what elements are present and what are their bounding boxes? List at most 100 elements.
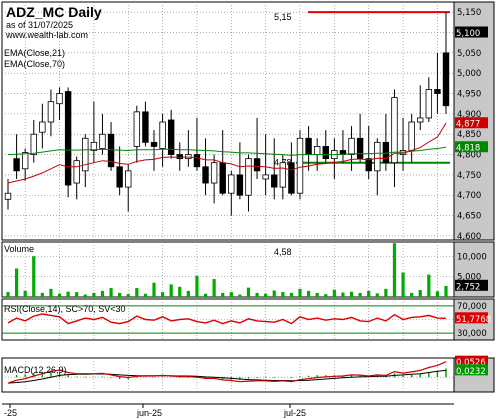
volume-bar — [40, 292, 44, 297]
macd-last-tag-bg — [455, 355, 488, 367]
price-tick-label: 5,000 — [457, 69, 481, 79]
ema-fast-label: EMA(Close,21) — [4, 48, 65, 58]
candle-down — [150, 141, 158, 147]
volume-bar — [367, 290, 371, 297]
volume-bar — [83, 294, 87, 297]
candle-down — [167, 119, 175, 155]
candle-up — [39, 121, 46, 133]
x-axis: -25 jun-25 jul-25 — [2, 393, 494, 419]
volume-bar — [315, 292, 319, 297]
volume-bar — [444, 286, 448, 297]
chart-title: ADZ_MC Daily — [6, 4, 102, 20]
price-tick-label: 5,150 — [457, 8, 481, 18]
price-tick-label: 4,700 — [457, 191, 481, 201]
candle-up — [90, 141, 98, 151]
macd-line — [7, 361, 447, 384]
candle-up — [21, 152, 29, 170]
volume-annotation: 4,58 — [274, 247, 292, 257]
ema-slow-label: EMA(Close,70) — [4, 59, 65, 69]
ema-fast-line — [7, 122, 447, 184]
rsi-last-tag-bg — [455, 312, 488, 324]
price-tick-label: 4,800 — [457, 151, 481, 161]
ema-slow-line — [7, 146, 447, 156]
price-tick-label: 5,050 — [457, 49, 481, 59]
volume-bar — [264, 293, 268, 297]
rsi-tick-label: 30,000 — [457, 329, 487, 339]
candle-up — [82, 137, 89, 172]
candle-down — [193, 154, 201, 168]
volume-bar — [410, 292, 414, 297]
candle-down — [142, 111, 149, 143]
candle-up — [133, 111, 141, 147]
signal-last-tag: 0,0232 — [456, 367, 486, 377]
price-tick-label: 4,850 — [457, 130, 481, 140]
candle-down — [365, 158, 372, 172]
volume-bar — [238, 294, 242, 297]
volume-bar — [135, 288, 139, 297]
volume-bar — [160, 292, 165, 297]
volume-bar — [49, 288, 53, 297]
rsi-label: RSI(Close,14), SC>70, SV<30 — [4, 304, 126, 314]
volume-bar — [358, 292, 362, 297]
ema-fast-tag-bg — [455, 117, 488, 129]
last-close-tag-bg — [455, 26, 488, 38]
candle-down — [322, 146, 329, 160]
volume-bar — [186, 290, 190, 297]
volume-bar — [418, 290, 422, 297]
volume-pane: 10,000 5,000 4,58 2,752 — [1, 241, 495, 298]
candle-down — [288, 162, 295, 194]
candle-up — [210, 162, 218, 184]
candle-up — [408, 121, 415, 151]
volume-tick-label: 5,000 — [457, 273, 481, 283]
volume-bar — [14, 268, 19, 297]
volume-last-tag: 2,752 — [456, 282, 480, 292]
candle-up — [417, 117, 424, 123]
x-tick-label: -25 — [4, 408, 17, 418]
candle-down — [356, 137, 364, 160]
volume-bar — [178, 286, 182, 297]
volume-last-tag-bg — [455, 279, 488, 291]
x-tick-label: jun-25 — [136, 408, 162, 418]
candle-down — [219, 162, 226, 194]
volume-bar — [401, 272, 405, 297]
candle-up — [159, 121, 166, 149]
volume-bar — [306, 290, 311, 297]
volume-bar — [246, 287, 251, 297]
rsi-last-tag: 51,7768 — [456, 315, 491, 325]
candle-up — [47, 101, 55, 123]
volume-label: Volume — [4, 244, 34, 254]
volume-bar — [298, 288, 302, 297]
volume-bar — [375, 293, 379, 297]
candle-up — [279, 162, 287, 188]
candle-down — [253, 158, 261, 172]
candle-up — [425, 89, 433, 119]
macd-frame — [1, 357, 495, 393]
volume-tick-label: 10,000 — [457, 252, 487, 262]
volume-bar — [109, 288, 113, 297]
volume-bar — [435, 291, 440, 297]
volume-bar — [203, 293, 208, 297]
candle-up — [228, 174, 235, 194]
volume-bar — [23, 290, 27, 297]
volume-bar — [384, 288, 388, 297]
volume-bar — [6, 292, 10, 297]
candle-up — [56, 93, 63, 105]
volume-bar — [118, 292, 122, 297]
as-of-date: as of 31/07/2025 — [6, 20, 73, 30]
price-pane: 5,150 5,100 5,050 5,000 4,950 4,900 4,850 4,800… — [1, 1, 495, 242]
candle-up — [262, 174, 269, 180]
candle-up — [73, 160, 80, 184]
x-axis-bg — [2, 393, 494, 419]
volume-bar — [57, 293, 62, 297]
candle-up — [99, 133, 106, 149]
candle-down — [271, 174, 278, 188]
candle-up — [374, 141, 381, 172]
candle-up — [296, 137, 304, 194]
volume-bar — [272, 290, 276, 297]
macd-label: MACD(12,26,9) — [4, 365, 67, 375]
volume-bar — [341, 292, 345, 297]
last-close-tag: 5,100 — [456, 29, 480, 39]
volume-bar — [169, 284, 173, 297]
price-tick-label: 4,600 — [457, 232, 481, 242]
